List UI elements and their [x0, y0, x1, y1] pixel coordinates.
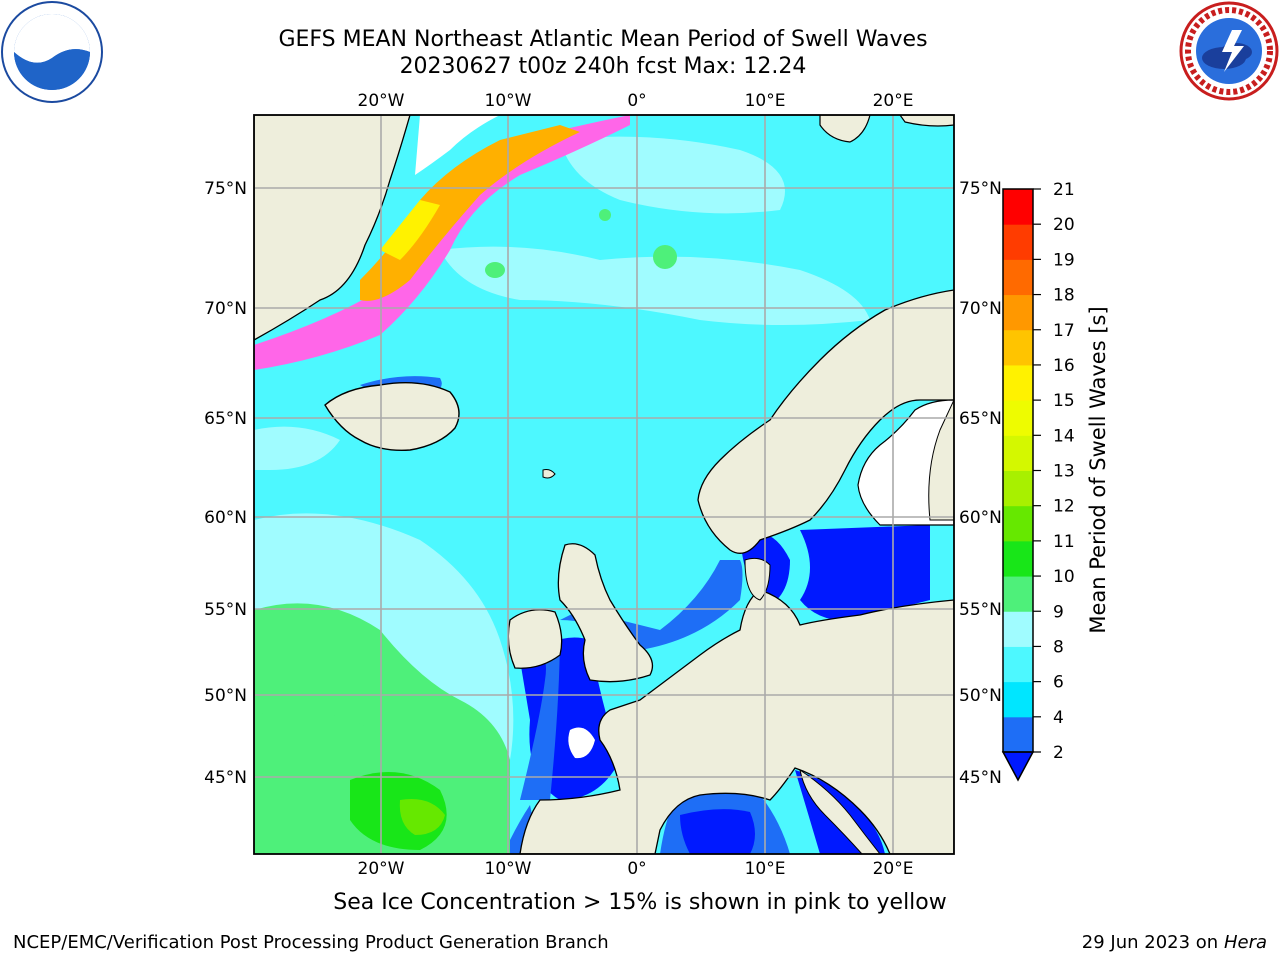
colorbar-bin — [1003, 400, 1033, 436]
colorbar-tick-label: 21 — [1053, 180, 1075, 200]
lon-label-bottom: 10°W — [485, 859, 532, 879]
colorbar-bin — [1003, 576, 1033, 612]
colorbar-tick-label: 6 — [1053, 673, 1064, 693]
lat-label-left: 55°N — [204, 600, 247, 620]
lat-label-left: 75°N — [204, 179, 247, 199]
colorbar-tick-label: 14 — [1053, 426, 1075, 446]
colorbar-bin — [1003, 716, 1033, 753]
colorbar-tick-label: 13 — [1053, 462, 1075, 482]
noaa-logo-text: NOAA — [30, 24, 75, 40]
colorbar-under-triangle — [1001, 751, 1035, 782]
lat-label-right: 65°N — [959, 409, 1002, 429]
colorbar-tick-label: 10 — [1053, 567, 1075, 587]
lon-label-top: 20°E — [873, 91, 914, 111]
lat-label-right: 55°N — [959, 600, 1002, 620]
lat-label-left: 50°N — [204, 686, 247, 706]
footer-host: Hera — [1223, 932, 1267, 953]
colorbar-bin — [1003, 646, 1033, 683]
graticule — [254, 115, 954, 854]
footer-date-text: 29 Jun 2023 on — [1081, 932, 1219, 953]
map-frame — [253, 114, 955, 855]
colorbar-tick-label: 9 — [1053, 602, 1064, 622]
lon-label-top: 10°W — [485, 91, 532, 111]
noaa-logo: NOAA — [1, 1, 103, 103]
lon-label-top: 10°E — [745, 91, 786, 111]
colorbar-bin — [1003, 224, 1033, 260]
colorbar-bin — [1003, 505, 1033, 542]
colorbar-bin — [1003, 294, 1033, 331]
lat-label-left: 45°N — [204, 768, 247, 788]
lat-label-right: 75°N — [959, 179, 1002, 199]
colorbar-bin — [1003, 435, 1033, 471]
lat-label-left: 65°N — [204, 409, 247, 429]
colorbar-bin — [1003, 189, 1033, 225]
footer-date: 29 Jun 2023 on Hera — [1082, 932, 1267, 953]
colorbar-bin — [1003, 364, 1033, 401]
colorbar-bin — [1003, 681, 1033, 718]
chart-title: GEFS MEAN Northeast Atlantic Mean Period… — [278, 27, 928, 52]
lat-label-right: 70°N — [959, 299, 1002, 319]
lon-label-bottom: 20°W — [358, 859, 405, 879]
colorbar-tick-label: 8 — [1053, 637, 1064, 657]
colorbar-tick-label: 12 — [1053, 497, 1075, 517]
lon-label-top: 20°W — [358, 91, 405, 111]
colorbar-tick-label: 20 — [1053, 215, 1075, 235]
colorbar-tick-label: 4 — [1053, 708, 1064, 728]
colorbar-bin — [1003, 540, 1033, 577]
lon-label-bottom: 10°E — [745, 859, 786, 879]
colorbar-tick-label: 16 — [1053, 356, 1075, 376]
colorbar-tick-label: 11 — [1053, 532, 1075, 552]
lon-label-bottom: 0° — [627, 859, 646, 879]
colorbar-tick-label: 19 — [1053, 250, 1075, 270]
lat-label-right: 45°N — [959, 768, 1002, 788]
lat-label-right: 60°N — [959, 508, 1002, 528]
lat-label-left: 70°N — [204, 299, 247, 319]
colorbar-tick-label: 2 — [1053, 743, 1064, 763]
colorbar-tick-label: 18 — [1053, 286, 1075, 306]
lon-label-bottom: 20°E — [873, 859, 914, 879]
sea-ice-note: Sea Ice Concentration > 15% is shown in … — [333, 890, 947, 915]
colorbar-tick-label: 17 — [1053, 321, 1075, 341]
colorbar-title: Mean Period of Swell Waves [s] — [1086, 306, 1110, 633]
footer-producer: NCEP/EMC/Verification Post Processing Pr… — [13, 932, 609, 953]
colorbar-bin — [1003, 259, 1033, 296]
colorbar-tick-label: 15 — [1053, 391, 1075, 411]
colorbar-bins — [1003, 189, 1033, 753]
lat-label-left: 60°N — [204, 508, 247, 528]
colorbar-ticks: 2 4 6 8 9 10 11 12 13 14 15 16 17 18 19 20 21 — [1033, 180, 1075, 763]
lat-label-right: 50°N — [959, 686, 1002, 706]
nws-logo — [1179, 1, 1279, 101]
chart-subtitle: 20230627 t00z 240h fcst Max: 12.24 — [399, 54, 807, 79]
lon-label-top: 0° — [627, 91, 646, 111]
colorbar-bin — [1003, 329, 1033, 366]
colorbar-bin — [1003, 611, 1033, 647]
colorbar-bin — [1003, 470, 1033, 507]
